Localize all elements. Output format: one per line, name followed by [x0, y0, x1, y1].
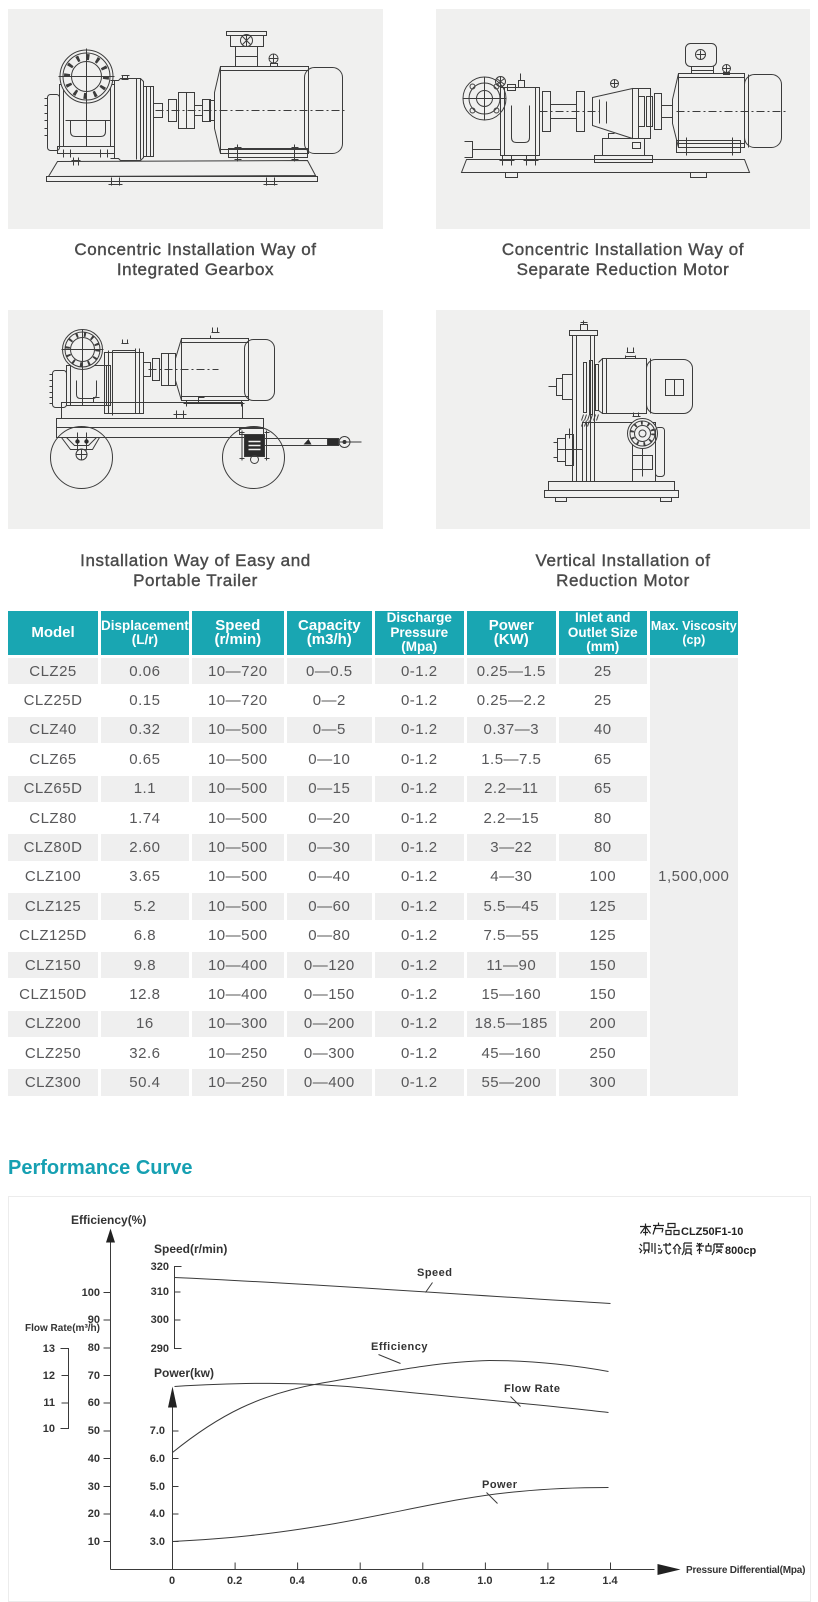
svg-text:4.0: 4.0 [150, 1508, 165, 1520]
svg-text:20: 20 [88, 1508, 100, 1520]
svg-text:290: 290 [151, 1343, 169, 1355]
svg-text:80: 80 [88, 1342, 100, 1354]
svg-text:Speed(r/min): Speed(r/min) [154, 1242, 227, 1256]
svg-text:Flow Rate(m³/h): Flow Rate(m³/h) [25, 1323, 100, 1334]
svg-text:7.0: 7.0 [150, 1425, 165, 1437]
svg-text:3.0: 3.0 [150, 1536, 165, 1548]
svg-text:Pressure Differential(Mpa): Pressure Differential(Mpa) [686, 1565, 805, 1576]
svg-text:70: 70 [88, 1370, 100, 1382]
svg-text:5.0: 5.0 [150, 1481, 165, 1493]
svg-text:1.4: 1.4 [602, 1575, 618, 1587]
svg-text:310: 310 [151, 1286, 169, 1298]
svg-text:12: 12 [43, 1370, 55, 1382]
svg-text:Efficiency(%): Efficiency(%) [71, 1213, 146, 1227]
svg-text:1.2: 1.2 [540, 1575, 555, 1587]
svg-text:Power: Power [482, 1479, 518, 1491]
svg-text:Speed: Speed [417, 1267, 453, 1279]
svg-text:40: 40 [88, 1453, 100, 1465]
svg-text:0.4: 0.4 [289, 1575, 305, 1587]
svg-text:0.6: 0.6 [352, 1575, 367, 1587]
svg-text:13: 13 [43, 1343, 55, 1355]
svg-text:11: 11 [43, 1397, 55, 1409]
svg-text:0.8: 0.8 [415, 1575, 430, 1587]
svg-text:Power(kw): Power(kw) [154, 1366, 214, 1380]
svg-text:Flow Rate: Flow Rate [504, 1383, 560, 1395]
svg-text:0.2: 0.2 [227, 1575, 242, 1587]
svg-text:30: 30 [88, 1481, 100, 1493]
svg-text:Efficiency: Efficiency [371, 1341, 428, 1353]
svg-text:90: 90 [88, 1314, 100, 1326]
svg-text:10: 10 [88, 1536, 100, 1548]
svg-text:CLZ50F1-10: CLZ50F1-10 [681, 1226, 743, 1238]
svg-text:100: 100 [82, 1287, 100, 1299]
svg-text:50: 50 [88, 1425, 100, 1437]
svg-text:0: 0 [169, 1575, 175, 1587]
svg-text:60: 60 [88, 1397, 100, 1409]
svg-text:300: 300 [151, 1314, 169, 1326]
svg-text:1.0: 1.0 [477, 1575, 492, 1587]
svg-text:320: 320 [151, 1261, 169, 1273]
svg-text:6.0: 6.0 [150, 1453, 165, 1465]
svg-text:800cp: 800cp [725, 1245, 756, 1257]
svg-text:10: 10 [43, 1423, 55, 1435]
